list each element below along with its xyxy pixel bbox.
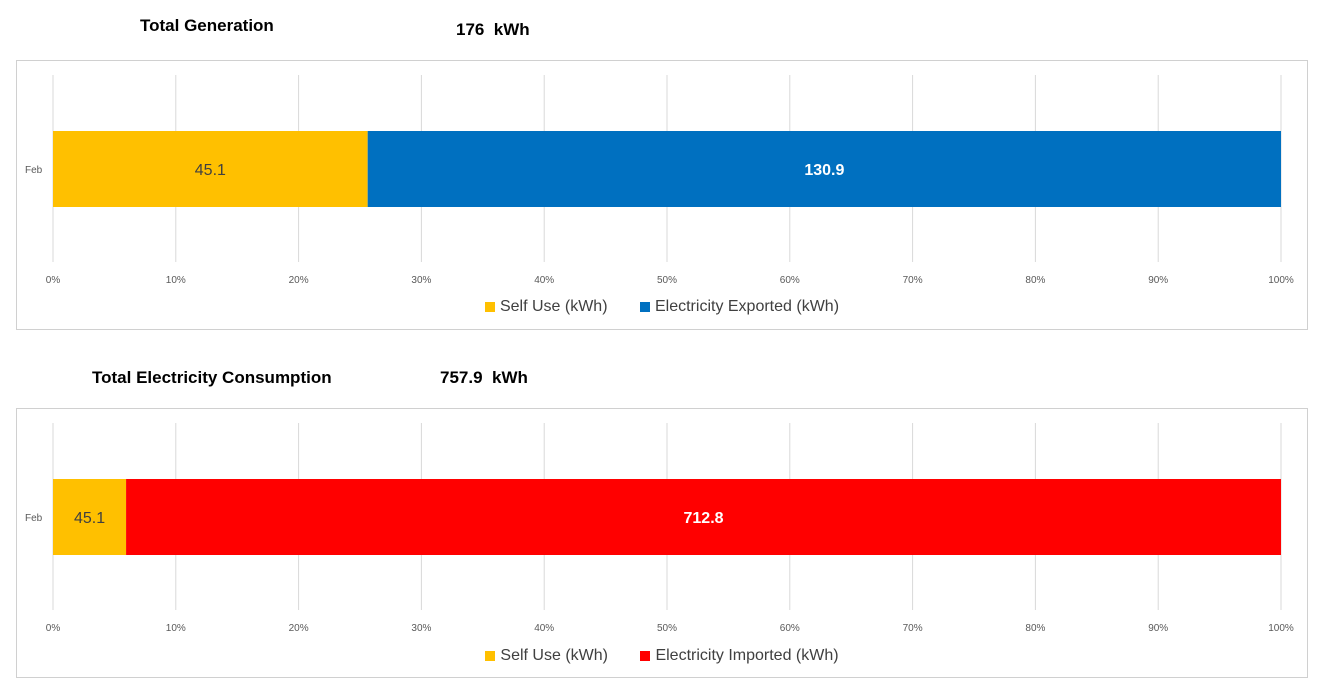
x-tick-label: 10% [166, 623, 186, 634]
consumption-chart: 0% 10% 20% 30% 40% 50% 60% 70% 80% 90% 100% Feb 45.1… [25, 423, 1294, 634]
legend-label: Electricity Exported (kWh) [654, 298, 840, 315]
consumption-legend: Self Use (kWh) Electricity Imported (kWh… [17, 647, 1307, 666]
x-tick-label: 30% [411, 275, 431, 286]
legend-label: Electricity Imported (kWh) [655, 647, 839, 664]
consumption-title: Total Electricity Consumption [92, 368, 332, 387]
consumption-total: 757.9 kWh [440, 368, 528, 388]
x-tick-label: 40% [534, 275, 554, 286]
x-tick-label: 0% [46, 623, 61, 634]
data-label: 45.1 [74, 510, 105, 527]
generation-heading: Total Generation [140, 16, 274, 36]
bar-segment [367, 131, 1281, 207]
legend-swatch-imported [640, 651, 651, 661]
consumption-heading: Total Electricity Consumption [92, 368, 332, 388]
x-tick-label: 80% [1025, 275, 1045, 286]
x-tick-label: 100% [1268, 275, 1294, 286]
generation-title: Total Generation [140, 16, 274, 35]
x-tick-label: 100% [1268, 623, 1294, 634]
x-tick-label: 40% [534, 623, 554, 634]
x-tick-label: 20% [289, 275, 309, 286]
x-tick-label: 10% [166, 275, 186, 286]
x-tick-label: 60% [780, 275, 800, 286]
legend-swatch-exported [639, 302, 650, 312]
generation-total-value: 176 kWh [456, 20, 530, 39]
x-tick-label: 70% [903, 623, 923, 634]
data-label: 712.8 [684, 510, 724, 527]
x-tick-label: 20% [289, 623, 309, 634]
legend-item-exported: Electricity Exported (kWh) [639, 298, 840, 316]
data-label: 130.9 [804, 162, 844, 179]
legend-swatch-self-use [485, 651, 496, 661]
x-tick-label: 90% [1148, 275, 1168, 286]
category-label: Feb [25, 165, 43, 176]
x-tick-label: 30% [411, 623, 431, 634]
x-tick-label: 50% [657, 623, 677, 634]
consumption-chart-panel: 0% 10% 20% 30% 40% 50% 60% 70% 80% 90% 100% Feb 45.1… [16, 408, 1308, 678]
consumption-total-value: 757.9 kWh [440, 368, 528, 387]
bar-segment [126, 479, 1282, 555]
generation-total: 176 kWh [456, 20, 530, 40]
x-tick-label: 50% [657, 275, 677, 286]
generation-legend: Self Use (kWh) Electricity Exported (kWh… [17, 298, 1307, 317]
legend-swatch-self-use [484, 302, 495, 312]
legend-item-imported: Electricity Imported (kWh) [640, 647, 839, 665]
data-label: 45.1 [195, 162, 226, 179]
x-tick-label: 90% [1148, 623, 1168, 634]
legend-item-self-use: Self Use (kWh) [485, 647, 608, 665]
x-tick-label: 80% [1025, 623, 1045, 634]
x-tick-label: 0% [46, 275, 61, 286]
x-tick-label: 60% [780, 623, 800, 634]
generation-chart: 0% 10% 20% 30% 40% 50% 60% 70% 80% 90% 100% Feb 45.1… [25, 75, 1294, 286]
legend-label: Self Use (kWh) [500, 647, 608, 664]
bar-segment [53, 131, 368, 207]
legend-label: Self Use (kWh) [499, 298, 608, 315]
x-tick-label: 70% [903, 275, 923, 286]
legend-item-self-use: Self Use (kWh) [484, 298, 608, 316]
generation-chart-panel: 0% 10% 20% 30% 40% 50% 60% 70% 80% 90% 100% Feb 45.1… [16, 60, 1308, 330]
bar-segment [53, 479, 127, 555]
category-label: Feb [25, 513, 43, 524]
